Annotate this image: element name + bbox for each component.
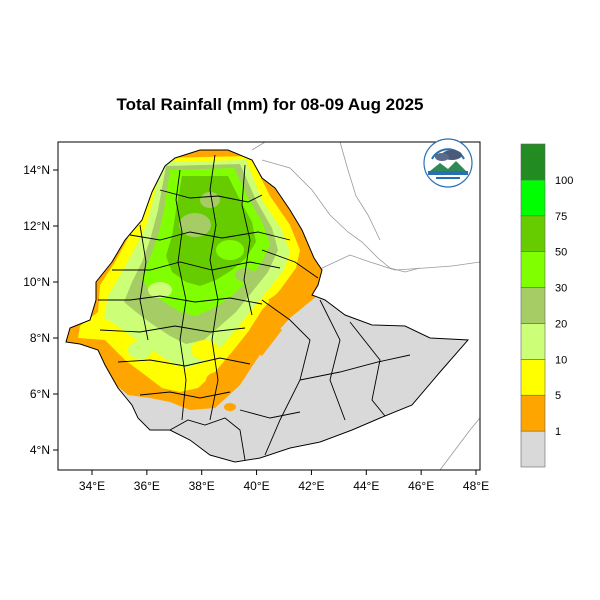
legend-label: 100 xyxy=(555,175,573,187)
legend-swatch xyxy=(520,323,546,360)
x-tick-label: 38°E xyxy=(189,479,215,493)
y-axis: 14°N 12°N 10°N 8°N 6°N 4°N xyxy=(23,163,58,457)
legend-label: 20 xyxy=(555,318,567,330)
x-tick-label: 34°E xyxy=(79,479,105,493)
map-frame xyxy=(57,141,481,471)
map-title: Total Rainfall (mm) for 08-09 Aug 2025 xyxy=(116,95,424,114)
legend-swatch xyxy=(520,359,546,396)
y-tick-label: 4°N xyxy=(30,443,50,457)
region-borders xyxy=(65,149,470,463)
legend-swatch xyxy=(520,430,546,468)
legend-swatch xyxy=(520,215,546,252)
x-tick-label: 44°E xyxy=(353,479,379,493)
x-tick-label: 48°E xyxy=(463,479,489,493)
legend-swatch xyxy=(520,251,546,288)
y-tick-label: 8°N xyxy=(30,331,50,345)
legend-label: 75 xyxy=(555,211,567,223)
meteorology-agency-logo xyxy=(423,138,473,188)
legend: 1 5 10 20 30 50 75 100 xyxy=(520,143,573,468)
x-tick-label: 36°E xyxy=(134,479,160,493)
legend-swatch xyxy=(520,394,546,432)
legend-label: 5 xyxy=(555,390,561,402)
y-tick-label: 6°N xyxy=(30,387,50,401)
y-tick-label: 12°N xyxy=(23,219,50,233)
y-tick-label: 10°N xyxy=(23,275,50,289)
neighbor-borders xyxy=(251,141,481,471)
x-axis: 34°E 36°E 38°E 40°E 42°E 44°E 46°E 48°E xyxy=(79,470,489,493)
legend-swatch xyxy=(520,287,546,324)
legend-swatch xyxy=(520,143,546,181)
legend-label: 30 xyxy=(555,283,567,295)
x-tick-label: 46°E xyxy=(408,479,434,493)
y-tick-label: 14°N xyxy=(23,163,50,177)
legend-label: 1 xyxy=(555,426,561,438)
x-tick-label: 40°E xyxy=(243,479,269,493)
legend-label: 50 xyxy=(555,247,567,259)
legend-swatch xyxy=(520,179,546,217)
x-tick-label: 42°E xyxy=(298,479,324,493)
legend-label: 10 xyxy=(555,354,567,366)
